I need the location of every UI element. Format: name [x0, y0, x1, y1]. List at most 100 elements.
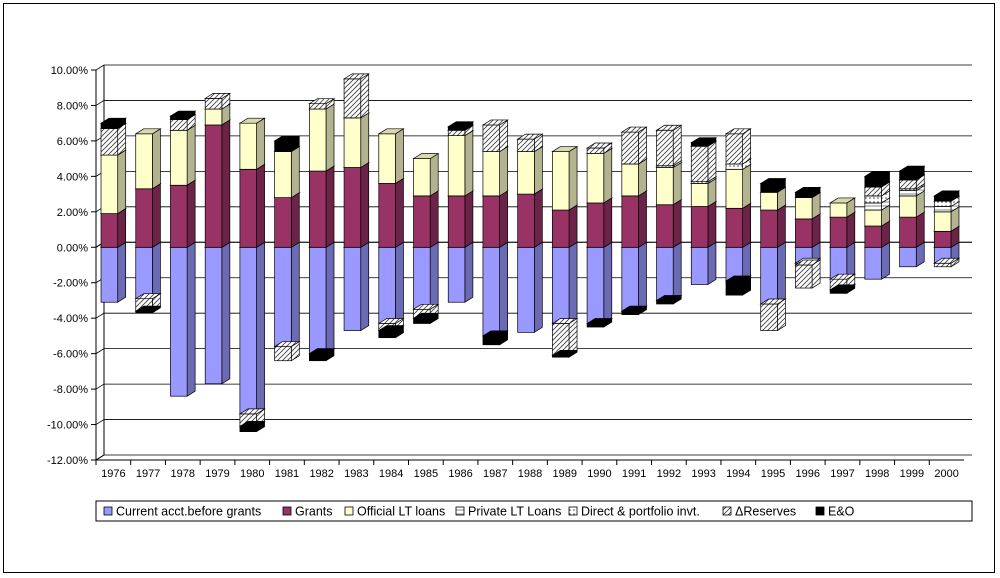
bar-front-face [725, 133, 744, 165]
bar-segment [238, 420, 266, 433]
bar-front-face [378, 246, 396, 324]
bar-side-face [395, 241, 404, 325]
bar-side-face [777, 298, 786, 332]
bar-segment [585, 241, 613, 325]
bar-segment [412, 153, 440, 197]
x-tick-label: 1984 [379, 468, 403, 480]
bar-front-face [482, 246, 500, 337]
legend-label: Current acct.before grants [116, 505, 261, 519]
bar-side-face [707, 140, 717, 183]
x-tick-label: 1978 [171, 468, 195, 480]
bar-segment [238, 408, 266, 427]
bar-top-face [203, 93, 232, 99]
y-tick-label: 4.00% [57, 171, 88, 183]
bar-segment [516, 188, 544, 248]
bar-segment [134, 128, 162, 190]
bar-front-face [308, 353, 327, 362]
legend-label: Official LT loans [357, 505, 445, 519]
bar-segment [759, 204, 787, 248]
bar-side-face [915, 211, 925, 248]
bar-segment [447, 241, 475, 303]
bar-front-face [517, 151, 535, 195]
bar-front-face [899, 170, 917, 181]
bar-top-face [238, 420, 266, 427]
x-tick-label: 1994 [726, 468, 750, 480]
legend-item: Private LT Loans [455, 505, 561, 519]
bar-side-face [881, 241, 890, 280]
bar-side-face [742, 163, 752, 209]
bar-top-face [99, 117, 127, 124]
bar-side-face [290, 145, 300, 199]
bar-front-face [933, 200, 952, 207]
bar-segment [585, 197, 613, 248]
bar-side-face [221, 241, 231, 385]
bar-front-face [274, 246, 292, 347]
bar-front-face [656, 167, 674, 206]
bar-side-face [464, 129, 474, 197]
bar-side-face [499, 119, 508, 153]
bar-segment [342, 73, 370, 119]
y-tick-label: 0.00% [57, 242, 88, 254]
bar-top-face [551, 318, 579, 324]
bar-top-face [134, 305, 162, 312]
bar-side-face [568, 317, 578, 357]
bar-front-face [135, 133, 153, 190]
x-tick-label: 2000 [934, 468, 958, 480]
bar-side-face [707, 200, 717, 248]
bar-front-face [899, 195, 917, 218]
bar-side-face [603, 197, 613, 248]
bar-front-face [899, 179, 917, 190]
legend-swatch [103, 506, 113, 516]
bar-top-face [412, 303, 440, 310]
bar-segment [724, 241, 752, 282]
bar-segment [203, 92, 232, 110]
bar-front-face [204, 124, 223, 248]
bar-side-face [638, 241, 647, 312]
bar-side-face [742, 241, 752, 282]
bar-top-face [794, 186, 822, 193]
legend-swatch [344, 506, 354, 516]
bar-top-face [620, 305, 648, 312]
bar-top-face [828, 197, 857, 204]
bar-side-face [429, 241, 439, 310]
bar-side-face [117, 122, 127, 156]
bar-front-face [343, 246, 362, 331]
bar-segment [655, 199, 683, 248]
bar-front-face [204, 98, 223, 110]
bar-top-face [342, 73, 370, 80]
bar-top-face [690, 137, 718, 144]
bar-front-face [725, 207, 744, 248]
bar-segment [412, 190, 440, 248]
x-tick-label: 1997 [830, 468, 854, 480]
bar-side-face [568, 204, 578, 248]
bar-front-face [760, 183, 778, 193]
x-tick-label: 1996 [796, 468, 820, 480]
bar-top-face [447, 121, 475, 128]
legend-box [95, 500, 973, 522]
legend-label: Grants [295, 505, 333, 519]
bar-top-face [481, 119, 509, 126]
bar-side-face [846, 241, 856, 280]
y-tick-label: -8.00% [53, 384, 88, 396]
bar-front-face [760, 246, 778, 305]
bar-side-face [395, 177, 404, 248]
bar-side-face [152, 183, 161, 248]
bar-front-face [482, 151, 500, 197]
x-tick-label: 1981 [275, 468, 299, 480]
x-tick-label: 1999 [900, 468, 924, 480]
bar-front-face [795, 191, 813, 198]
bar-segment [412, 241, 440, 310]
gridline [95, 383, 972, 390]
y-tick-label: 2.00% [57, 207, 88, 219]
bar-front-face [239, 246, 257, 415]
bar-front-face [829, 289, 848, 294]
bar-front-face [517, 246, 535, 333]
bar-front-face [621, 310, 639, 315]
legend-item: Grants [282, 505, 333, 519]
bar-front-face [933, 195, 952, 202]
bar-side-face [186, 179, 196, 248]
bar-segment [863, 241, 891, 280]
bar-side-face [811, 213, 821, 248]
bar-segment [342, 161, 370, 248]
bar-front-face [586, 152, 605, 204]
